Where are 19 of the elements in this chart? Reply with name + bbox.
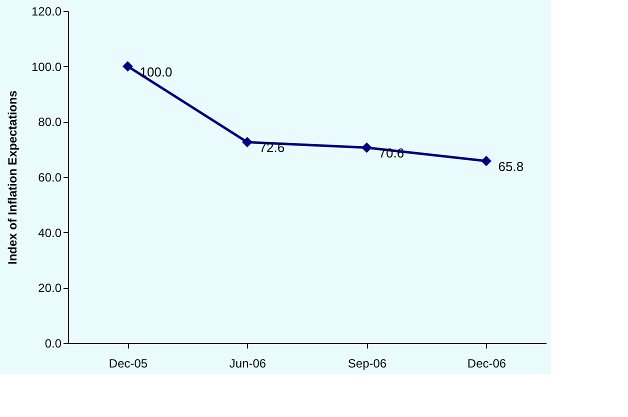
y-tick-label: 20.0 [38, 281, 62, 296]
y-tick-label: 60.0 [38, 170, 62, 184]
x-tick-label: Sep-06 [348, 356, 387, 370]
x-tick-label: Jun-06 [229, 356, 266, 370]
data-label: 72.6 [259, 140, 285, 156]
y-axis-title: Index of Inflation Expectations [5, 90, 20, 265]
point [122, 61, 133, 72]
data-label: 65.8 [498, 158, 524, 174]
x-tick-label: Dec-05 [108, 356, 148, 370]
point [362, 142, 372, 153]
y-tick-label: 100.0 [31, 60, 62, 74]
point [242, 136, 252, 148]
data-label: 100.0 [140, 64, 172, 80]
y-tick-label: 80.0 [38, 115, 62, 130]
x-tick-label: Dec-06 [467, 356, 506, 370]
point [481, 156, 492, 166]
y-tick-label: 0.0 [44, 336, 62, 350]
y-tick-label: 40.0 [38, 226, 62, 240]
y-tick-label: 120.0 [31, 4, 62, 18]
